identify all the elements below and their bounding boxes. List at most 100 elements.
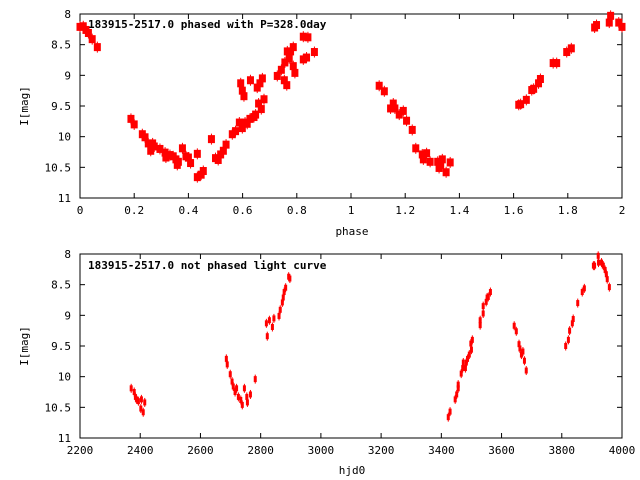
data-point: [536, 75, 544, 84]
data-point: [607, 11, 615, 20]
data-point: [605, 18, 613, 27]
data-point: [285, 54, 293, 63]
data-point: [395, 110, 403, 119]
data-point: [563, 48, 571, 57]
data-point: [455, 391, 459, 398]
data-point: [478, 322, 482, 329]
y-tick-label: 10: [58, 131, 71, 144]
data-point: [253, 376, 257, 383]
y-tick-label: 9.5: [51, 100, 71, 113]
x-tick-label: 2600: [187, 444, 214, 457]
data-point: [141, 133, 149, 142]
data-point: [456, 381, 460, 388]
data-point: [521, 348, 525, 355]
data-point: [387, 104, 395, 113]
data-point: [488, 289, 492, 296]
data-point: [469, 340, 473, 347]
data-point: [219, 146, 227, 155]
plot-frame: [79, 13, 623, 199]
data-point: [464, 359, 468, 366]
x-tick-label: 1.4: [449, 204, 469, 217]
data-point: [576, 300, 580, 307]
data-point: [446, 158, 454, 167]
y-tick-label: 8.5: [51, 39, 71, 52]
phased-plot-title: 183915-2517.0 phased with P=328.0day: [88, 18, 327, 31]
data-point: [446, 414, 450, 421]
data-point: [207, 135, 215, 144]
data-point: [238, 86, 246, 95]
data-point: [567, 44, 575, 53]
x-tick-label: 3000: [308, 444, 335, 457]
data-point: [178, 144, 186, 153]
data-point: [232, 127, 240, 136]
data-point: [570, 320, 574, 327]
y-tick-label: 8.5: [51, 279, 71, 292]
data-point: [235, 385, 239, 392]
data-point: [184, 153, 192, 162]
data-point: [93, 43, 101, 52]
data-point: [287, 47, 295, 56]
x-tick-label: 0.4: [178, 204, 198, 217]
data-point: [571, 316, 575, 323]
y-tick-label: 10.5: [45, 161, 72, 174]
data-point: [518, 345, 522, 352]
data-point: [258, 74, 266, 83]
data-point: [150, 142, 158, 151]
data-point: [299, 32, 307, 41]
data-point: [469, 346, 473, 353]
data-point: [282, 289, 286, 296]
data-point: [132, 389, 136, 395]
data-point: [248, 391, 252, 398]
data-point: [530, 84, 538, 93]
data-point: [139, 396, 143, 403]
x-tick-label: 0: [77, 204, 84, 217]
data-point: [391, 104, 399, 113]
data-point: [484, 298, 488, 305]
x-tick-label: 1: [348, 204, 355, 217]
data-point: [380, 87, 388, 96]
data-point: [228, 371, 232, 378]
data-point: [144, 139, 152, 148]
data-point: [478, 317, 482, 324]
data-point: [253, 83, 261, 92]
data-point: [162, 153, 170, 162]
data-point: [618, 22, 626, 31]
data-point: [214, 155, 222, 164]
data-point: [265, 333, 269, 340]
data-point: [255, 99, 263, 108]
data-point: [174, 157, 182, 166]
data-point: [243, 119, 251, 128]
data-point: [273, 71, 281, 80]
data-point: [141, 409, 145, 416]
data-point: [519, 351, 523, 358]
data-point: [187, 159, 195, 168]
data-point: [252, 110, 260, 119]
data-point: [240, 92, 248, 101]
y-tick-label: 8: [64, 8, 71, 21]
x-tick-label: 2400: [127, 444, 154, 457]
data-point: [264, 320, 268, 327]
data-point: [193, 149, 201, 158]
x-tick-label: 4000: [609, 444, 636, 457]
data-point: [281, 294, 285, 301]
data-point: [486, 293, 490, 300]
data-point: [466, 355, 470, 362]
data-point: [130, 120, 138, 129]
y-tick-label: 8: [64, 248, 71, 261]
data-point: [289, 43, 297, 52]
data-point: [461, 365, 465, 372]
x-tick-label: 2: [619, 204, 626, 217]
data-point: [408, 125, 416, 134]
data-point: [230, 378, 234, 385]
data-point: [389, 99, 397, 108]
data-point: [277, 65, 285, 74]
data-point: [143, 399, 147, 406]
x-tick-label: 3200: [368, 444, 395, 457]
data-point: [139, 405, 143, 412]
x-tick-label: 2200: [67, 444, 94, 457]
data-point: [593, 21, 601, 30]
data-point: [399, 106, 407, 115]
data-point: [136, 398, 140, 405]
data-point: [437, 160, 445, 169]
